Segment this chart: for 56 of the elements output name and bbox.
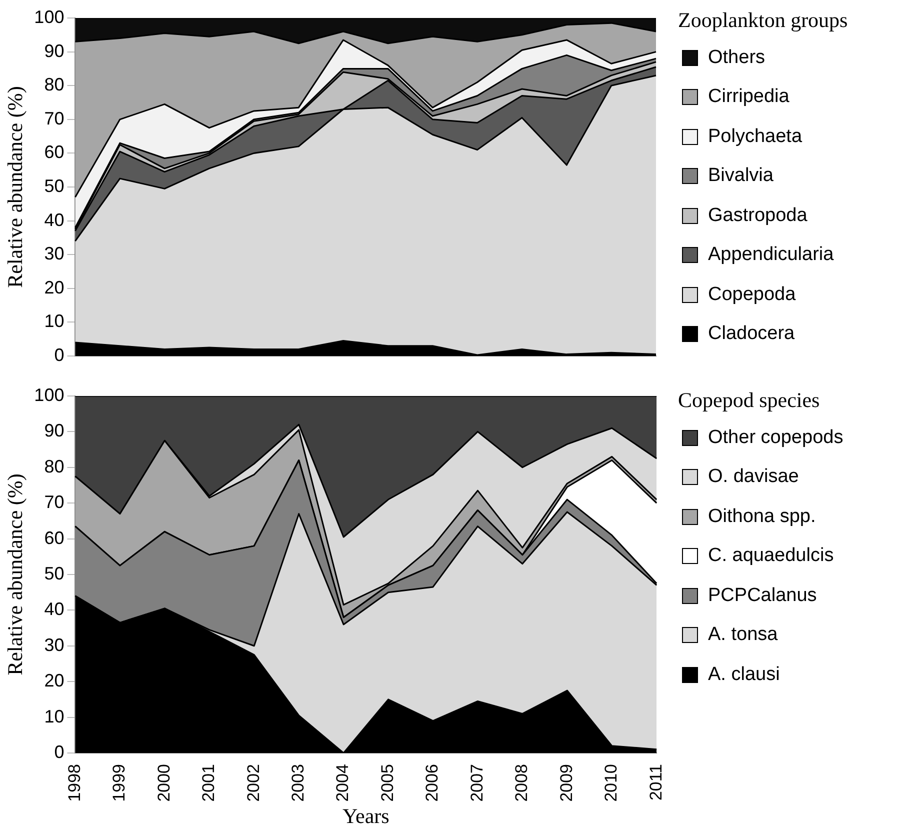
y-axis-title: Relative abundance (%) xyxy=(3,474,28,676)
y-tick-label: 100 xyxy=(34,6,64,27)
y-tick-label: 80 xyxy=(44,456,64,476)
x-tick-label: 2003 xyxy=(288,764,308,802)
y-tick-label: 20 xyxy=(44,277,64,298)
x-tick-label: 1998 xyxy=(64,764,84,802)
y-tick-label: 60 xyxy=(44,142,64,162)
y-tick-label: 40 xyxy=(44,210,64,230)
legend-label: Bivalvia xyxy=(708,165,774,187)
y-tick-label: 40 xyxy=(44,599,64,620)
text: O. davisae xyxy=(708,466,799,488)
y-tick-label: 90 xyxy=(44,420,64,441)
text: Other copepods xyxy=(708,426,844,448)
x-tick-label: 2000 xyxy=(154,764,174,802)
legend-label: PCPCalanus xyxy=(708,584,817,606)
y-tick-label: 0 xyxy=(54,344,64,365)
x-tick-label: 2001 xyxy=(199,764,218,802)
x-tick-label: 2007 xyxy=(467,764,486,802)
y-tick-label: 70 xyxy=(44,492,64,512)
legend-label: Cirripedia xyxy=(708,86,790,108)
y-tick-label: 100 xyxy=(34,384,64,405)
y-tick-label: 80 xyxy=(44,74,64,95)
y-tick-label: 10 xyxy=(44,706,64,726)
x-tick-label: 2009 xyxy=(556,764,576,802)
y-tick-label: 50 xyxy=(44,176,64,196)
text: Oithona spp. xyxy=(708,506,816,528)
text: C. aquaedulcis xyxy=(708,545,834,567)
x-tick-label: 2010 xyxy=(602,764,621,802)
legend-label: Gastropoda xyxy=(708,204,808,226)
x-tick-label: 2006 xyxy=(422,764,442,802)
y-tick-label: 30 xyxy=(44,634,64,655)
x-tick-label: 2002 xyxy=(244,764,263,802)
y-axis-title: Relative abundance (%) xyxy=(3,86,28,288)
y-tick-label: 30 xyxy=(44,244,64,264)
y-tick-label: 20 xyxy=(44,670,64,691)
legend-title: Zooplankton groups xyxy=(678,8,848,33)
legend-label: A. clausi xyxy=(708,664,780,686)
y-tick-label: 60 xyxy=(44,528,64,548)
legend-label: Appendicularia xyxy=(708,244,834,266)
x-axis-title: Years xyxy=(342,804,390,828)
legend-label: Others xyxy=(708,46,766,68)
y-tick-label: 90 xyxy=(44,40,64,61)
y-tick-label: 50 xyxy=(44,563,64,584)
x-tick-label: 2008 xyxy=(512,764,532,802)
x-tick-label: 1999 xyxy=(110,764,129,802)
x-tick-label: 2004 xyxy=(333,764,352,802)
x-tick-label: 2011 xyxy=(646,764,666,801)
legend-label: Polychaeta xyxy=(708,126,802,148)
legend-title: Copepod species xyxy=(678,388,821,413)
legend-label: A. tonsa xyxy=(708,624,778,646)
y-tick-label: 0 xyxy=(54,742,64,762)
x-tick-label: 2005 xyxy=(378,764,397,802)
legend-label: Cladocera xyxy=(708,323,795,345)
y-tick-label: 70 xyxy=(44,108,64,128)
legend-label: Copepoda xyxy=(708,284,796,306)
y-tick-label: 10 xyxy=(44,311,64,332)
